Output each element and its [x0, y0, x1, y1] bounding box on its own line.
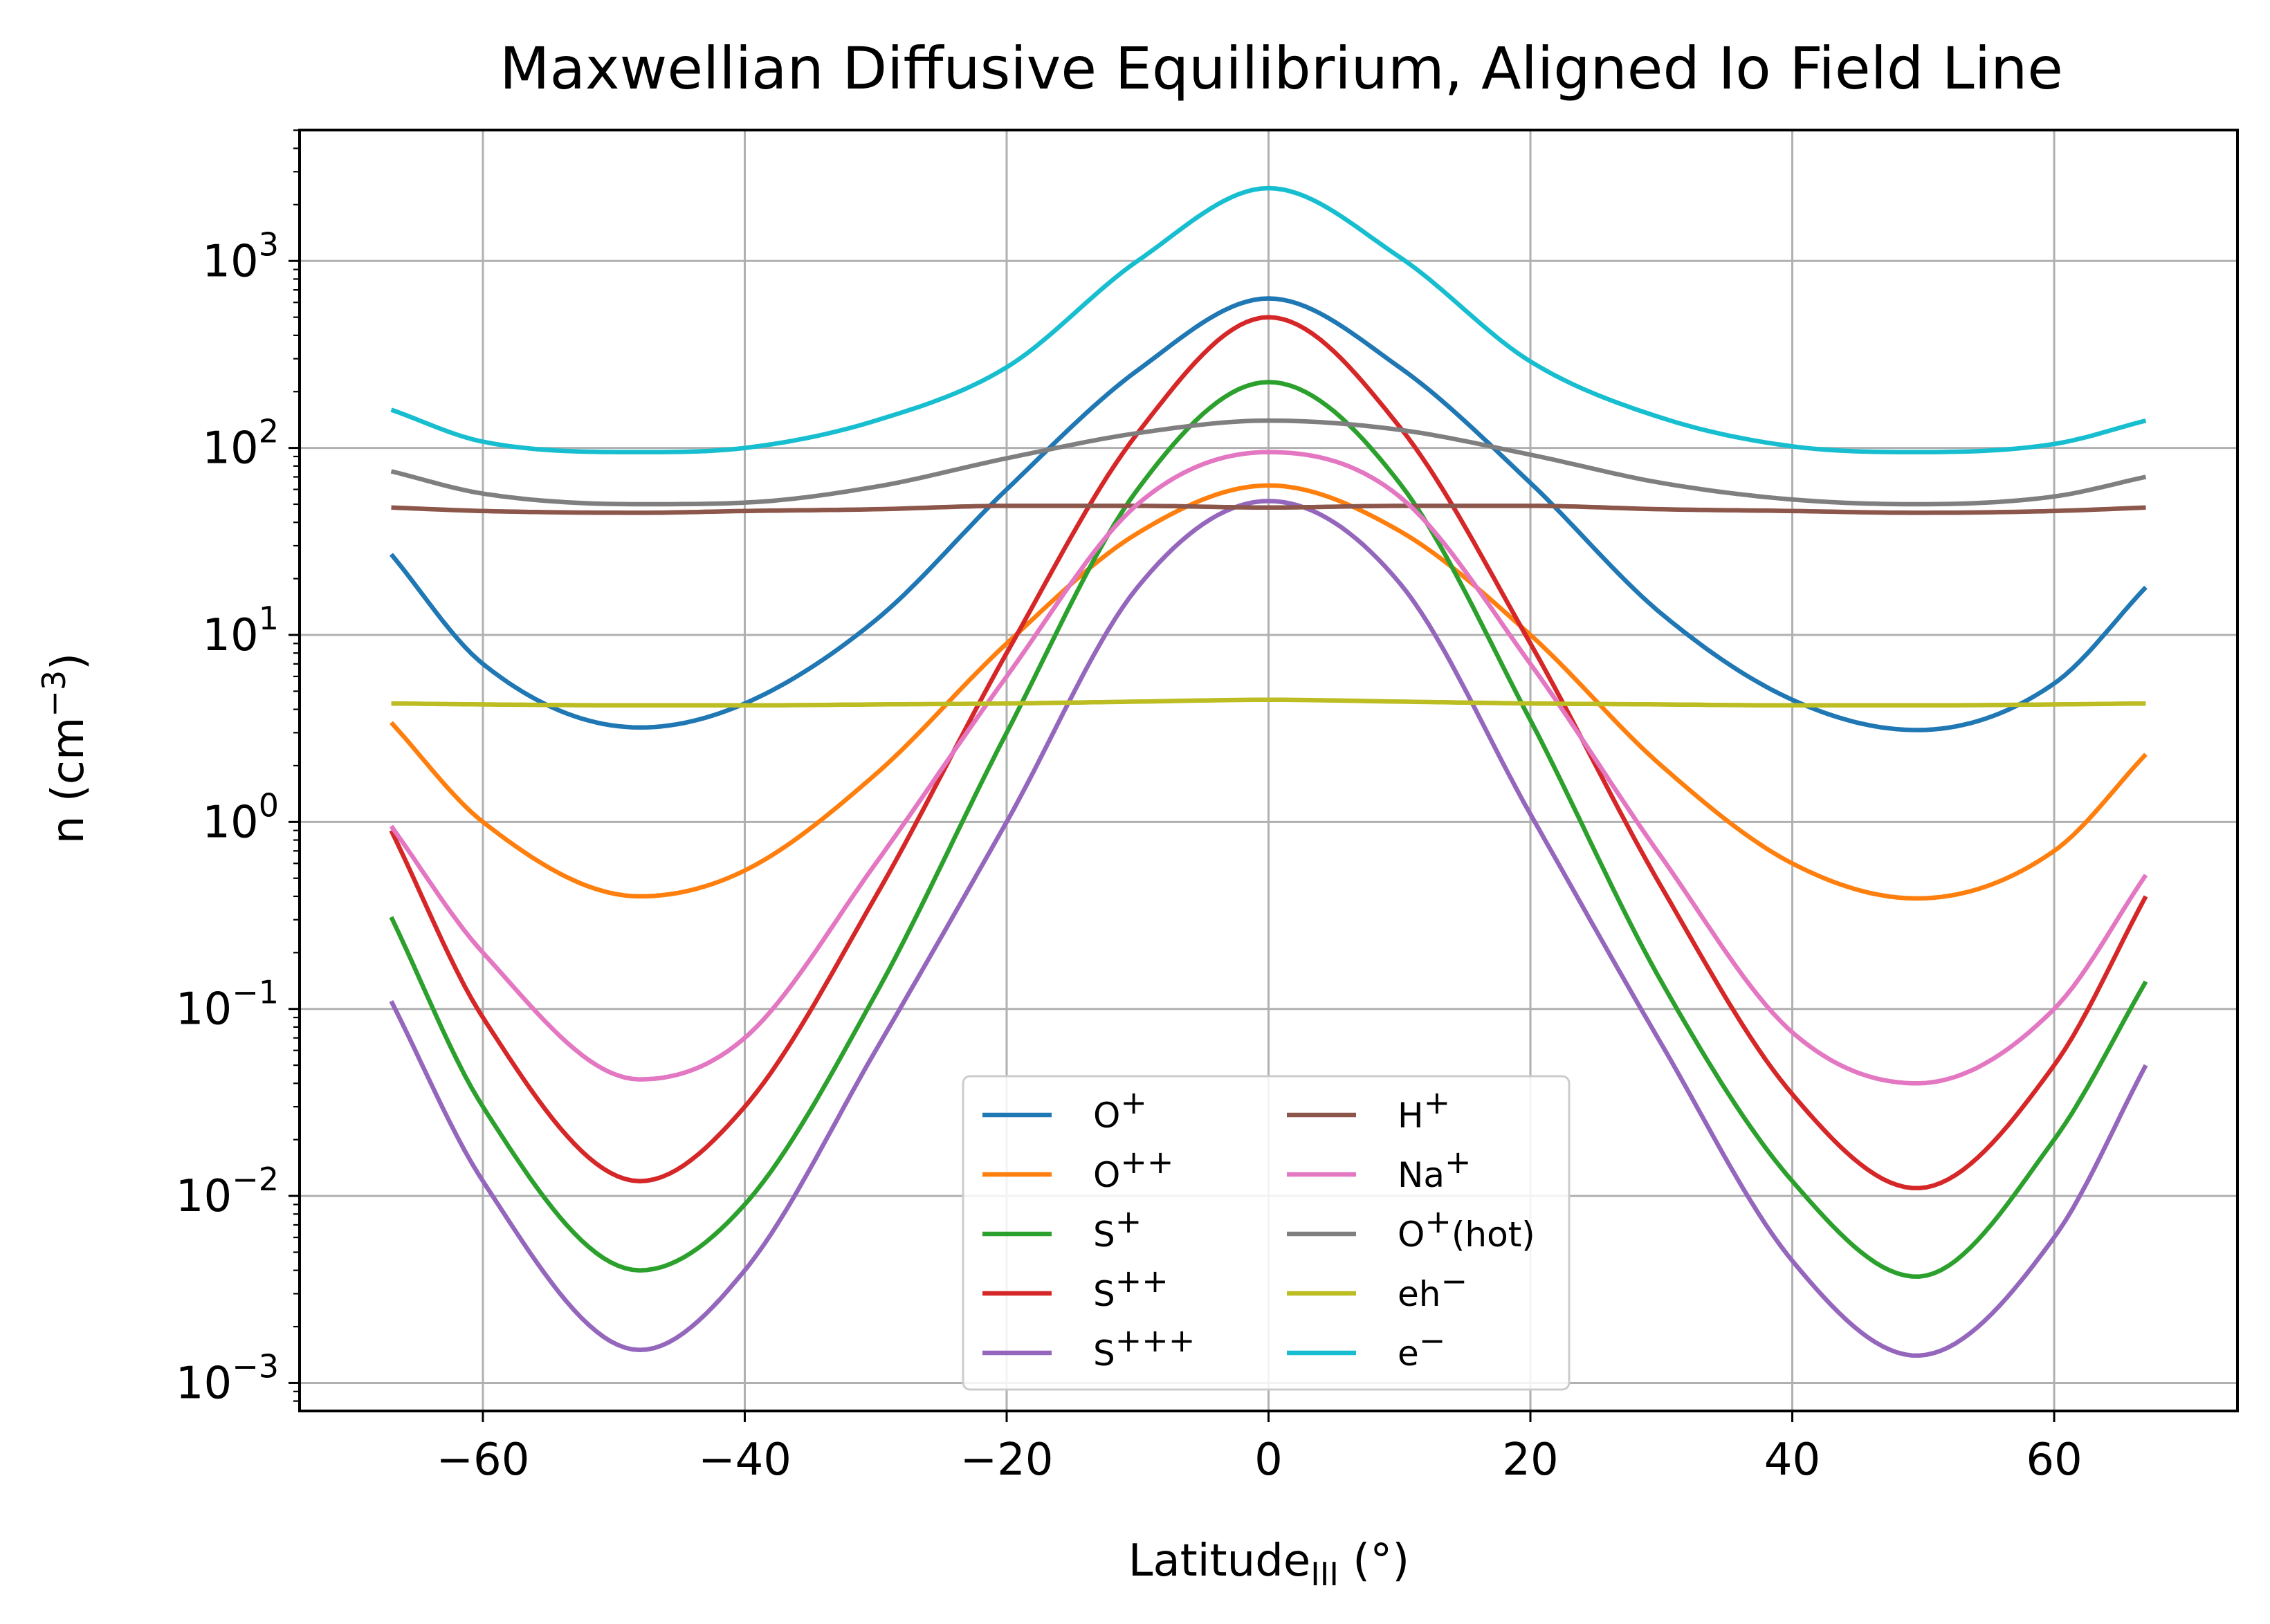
y-tick-label: 10−2: [176, 1161, 279, 1222]
x-tick-labels: −60 −40 −20 0 20 40 60: [436, 1434, 2082, 1486]
legend-label: S+: [1093, 1203, 1142, 1255]
series-line: [391, 697, 2146, 708]
x-axis-label: LatitudeIII (°): [1128, 1535, 1409, 1593]
x-tick-label: −40: [698, 1434, 791, 1486]
axis-ticks: [289, 129, 2056, 1422]
legend-label: O+(hot): [1398, 1203, 1535, 1255]
series-line: [389, 380, 2148, 1279]
series-line: [389, 450, 2148, 1086]
y-tick-labels: 10−3 10−2 10−1 100 101 102 103: [176, 225, 279, 1409]
legend-label: e−: [1398, 1322, 1445, 1374]
x-tick-label: 0: [1254, 1434, 1283, 1486]
y-tick-label: 100: [202, 786, 279, 848]
series-line: [391, 504, 2146, 515]
series-layer: [389, 185, 2148, 1358]
series-line: [389, 315, 2148, 1191]
y-axis-label: n (cm−3): [35, 653, 94, 844]
legend-label: H+: [1398, 1084, 1450, 1136]
y-tick-label: 10−3: [176, 1347, 279, 1409]
legend-label: S++: [1093, 1262, 1169, 1314]
y-tick-label: 103: [202, 225, 279, 287]
x-tick-label: 40: [1764, 1434, 1820, 1486]
legend-label: O++: [1093, 1143, 1173, 1195]
series-line: [389, 499, 2148, 1358]
y-tick-label: 10−1: [176, 974, 279, 1035]
y-tick-label: 101: [202, 600, 279, 661]
x-tick-label: 60: [2026, 1434, 2082, 1486]
y-tick-label: 102: [202, 413, 279, 474]
legend: O+ O++ S+ S++ S+++ H+ Na+ O+(hot) eh− e−: [962, 1075, 1571, 1391]
series-line: [390, 185, 2147, 454]
legend-label: Na+: [1398, 1143, 1472, 1195]
x-tick-label: 20: [1502, 1434, 1558, 1486]
x-tick-label: −60: [436, 1434, 529, 1486]
legend-label: O+: [1093, 1084, 1147, 1136]
series-line: [389, 296, 2148, 732]
legend-box: [962, 1075, 1571, 1391]
series-line: [390, 483, 2148, 901]
legend-label: S+++: [1093, 1322, 1195, 1374]
x-tick-label: −20: [960, 1434, 1053, 1486]
legend-label: eh−: [1398, 1262, 1467, 1314]
chart-title: Maxwellian Diffusive Equilibrium, Aligne…: [500, 35, 2063, 102]
series-line: [390, 418, 2147, 507]
grid-lines: [300, 130, 2237, 1411]
